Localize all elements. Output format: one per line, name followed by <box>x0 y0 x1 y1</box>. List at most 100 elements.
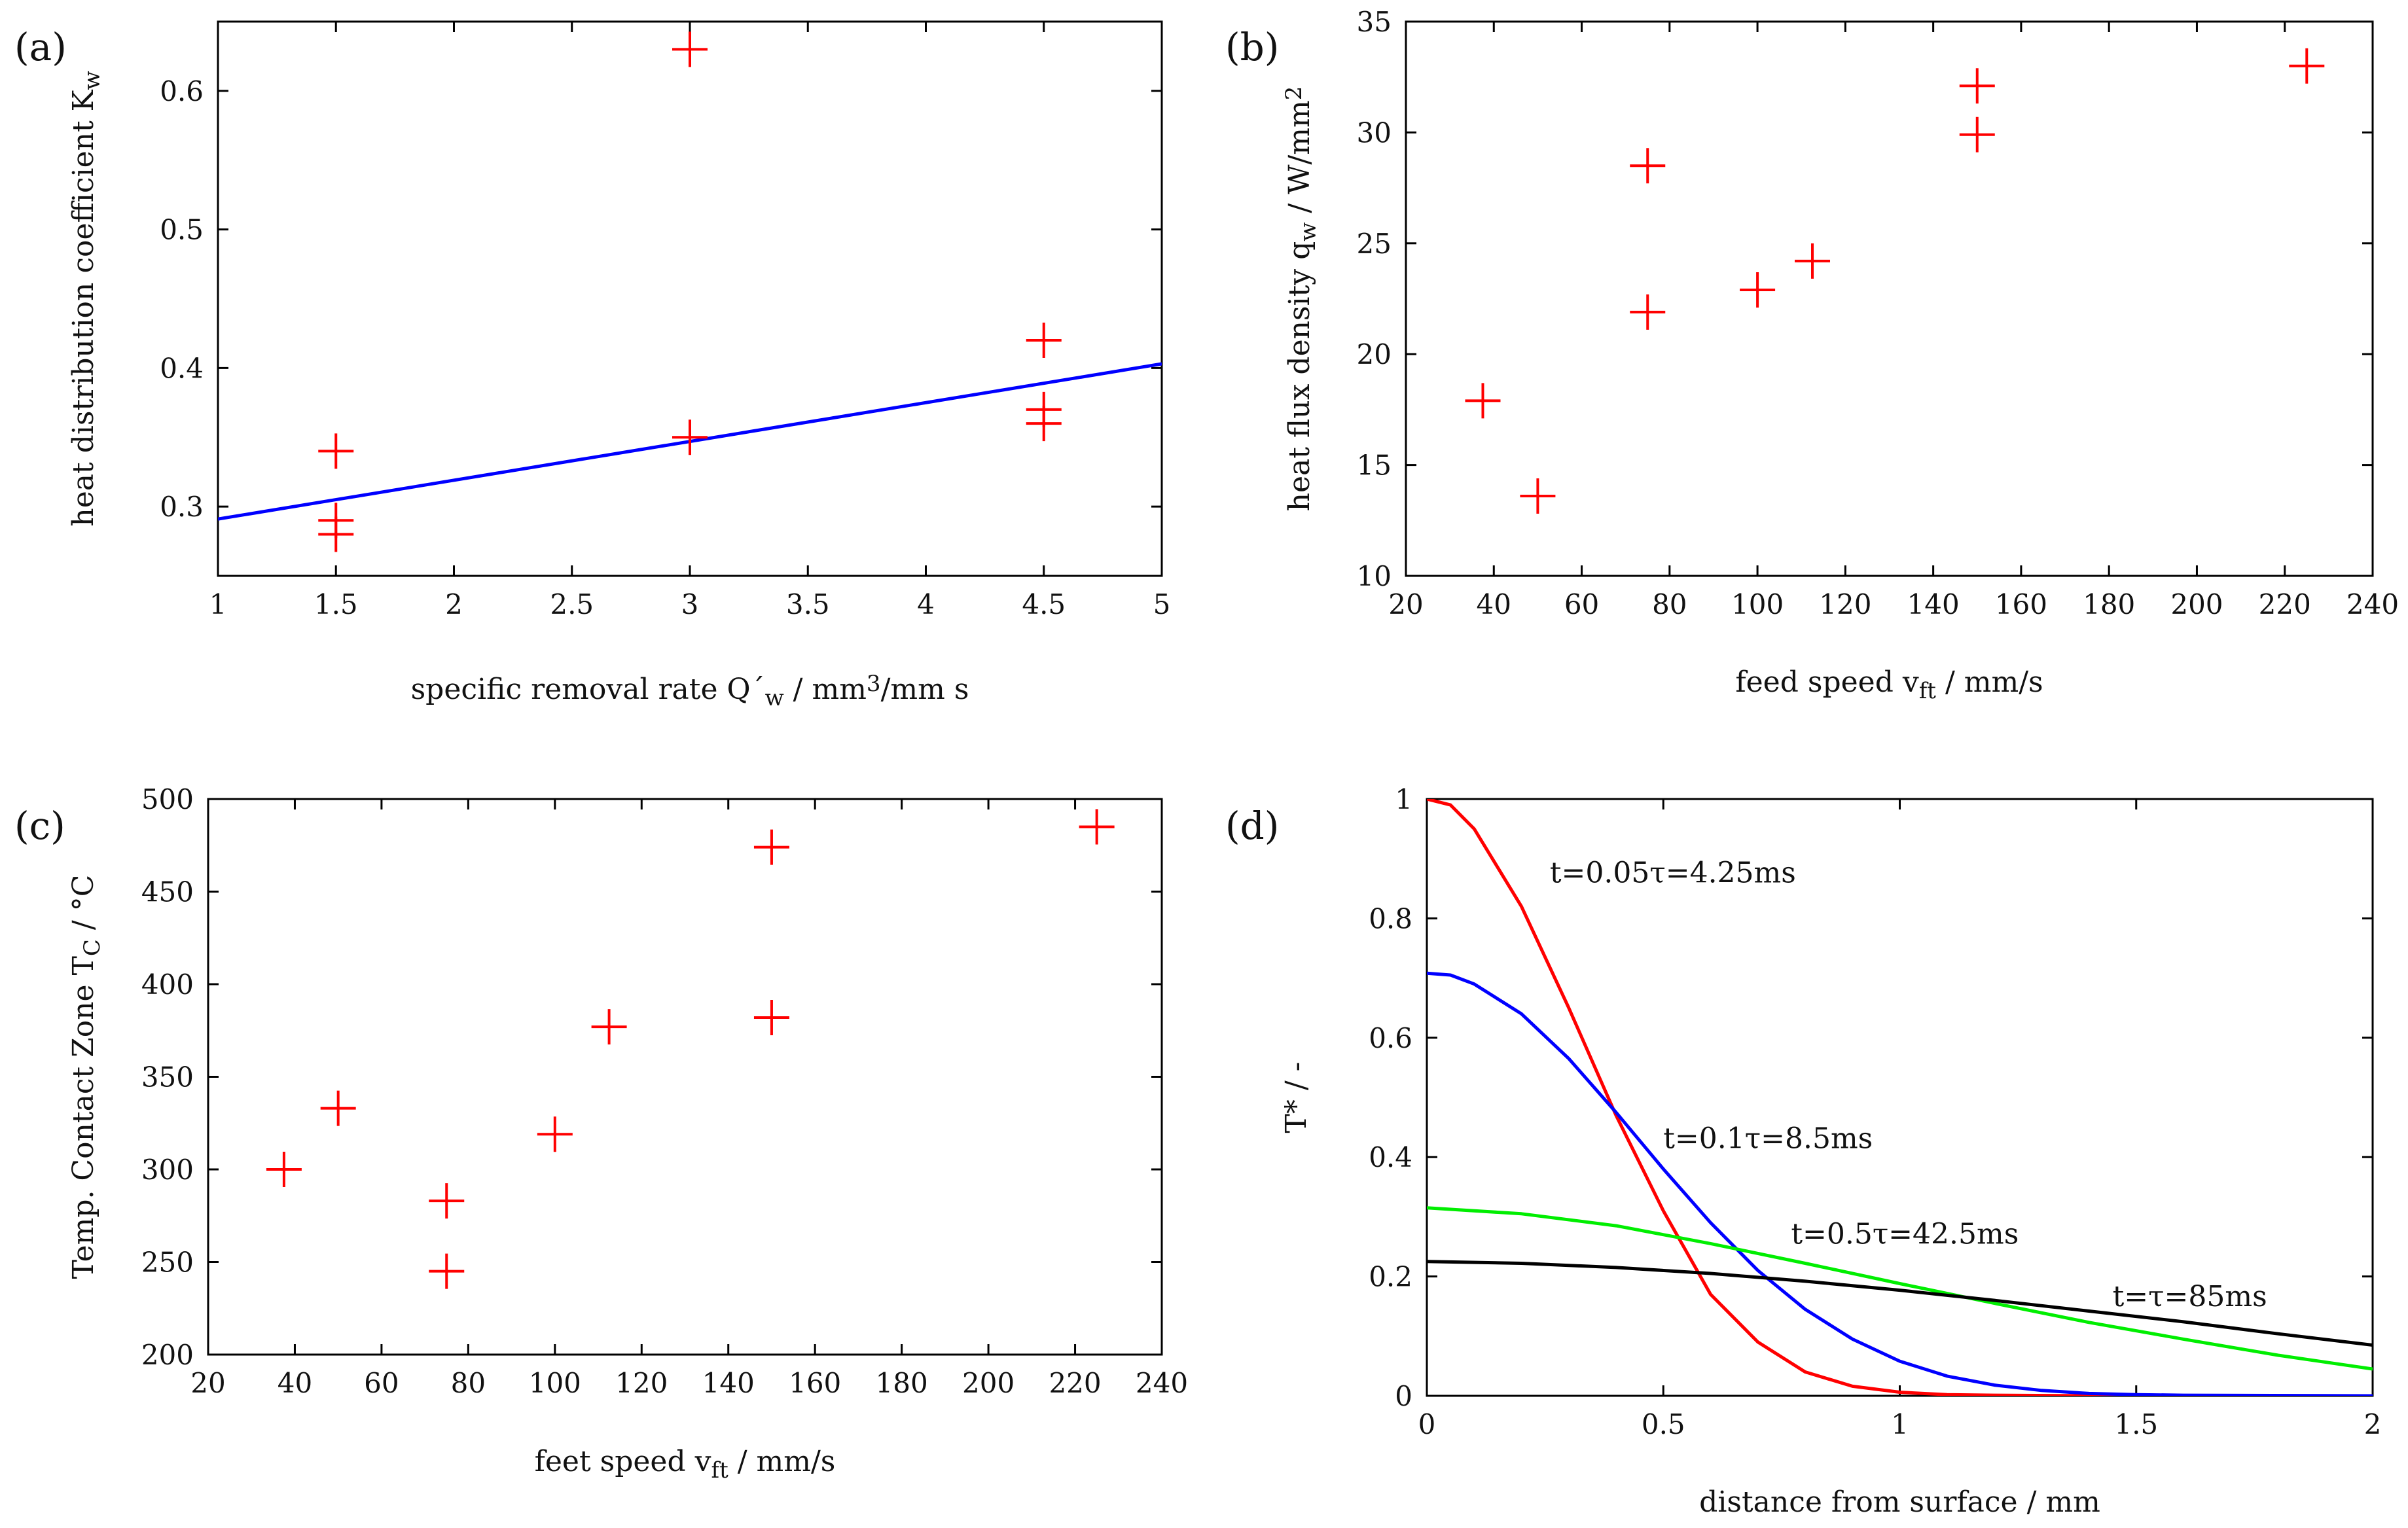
x-tick-label: 20 <box>190 1367 225 1399</box>
x-tick-label: 200 <box>962 1367 1015 1399</box>
x-tick-label: 240 <box>1136 1367 1188 1399</box>
data-point <box>753 829 789 865</box>
y-tick-label: 0.3 <box>160 491 204 523</box>
series-label: t=τ=85ms <box>2113 1280 2267 1313</box>
x-tick-label: 5 <box>1153 588 1171 620</box>
superscript: 2 <box>1281 86 1307 101</box>
series-line <box>1427 971 2373 1396</box>
x-tick-label: 3 <box>681 588 699 620</box>
x-tick-label: 4.5 <box>1022 588 1066 620</box>
data-point <box>1630 148 1666 184</box>
x-tick-label: 40 <box>278 1367 312 1399</box>
y-tick-label: 10 <box>1357 560 1392 592</box>
x-tick-label: 2 <box>445 588 463 620</box>
x-tick-label: 240 <box>2346 588 2399 620</box>
y-tick-label: 25 <box>1357 228 1392 260</box>
y-tick-label: 250 <box>141 1247 194 1279</box>
y-tick-label: 30 <box>1357 116 1392 149</box>
x-axis-title: feet speed vft / mm/s <box>535 1445 836 1484</box>
plot-frame <box>1405 20 2374 577</box>
panel-label: (a) <box>14 25 67 69</box>
x-tick-label: 100 <box>1731 588 1784 620</box>
series-line <box>1427 1206 2373 1371</box>
y-tick-label: 1 <box>1395 783 1412 815</box>
x-tick-label: 3.5 <box>786 588 830 620</box>
data-point <box>1959 116 1995 152</box>
data-point <box>1795 243 1831 279</box>
y-tick-label: 35 <box>1357 6 1392 38</box>
x-tick-label: 0 <box>1418 1408 1436 1440</box>
data-point <box>1465 383 1501 419</box>
x-tick-label: 220 <box>2259 588 2311 620</box>
y-tick-label: 20 <box>1357 338 1392 370</box>
panel-label: (d) <box>1225 804 1279 848</box>
x-tick-label: 1.5 <box>314 588 358 620</box>
x-tick-label: 1 <box>209 588 227 620</box>
x-tick-label: 140 <box>702 1367 755 1399</box>
x-tick-label: 140 <box>1907 588 1960 620</box>
x-tick-label: 40 <box>1477 588 1511 620</box>
subscript: ft <box>1919 678 1937 704</box>
data-point <box>753 999 789 1035</box>
panel-a: (a) 1 1.5 2 2.5 3 3.5 4 4.5 5 0.3 0.4 0.5 0.6 specific… <box>14 20 1171 711</box>
x-tick-label: 1.5 <box>2114 1408 2158 1440</box>
x-tick-label: 80 <box>1652 588 1687 620</box>
x-tick-label: 160 <box>1995 588 2047 620</box>
subscript: w <box>79 71 105 90</box>
x-axis-title: specific removal rate Q´w / mm3/mm s <box>411 671 969 711</box>
data-point <box>318 516 354 552</box>
y-axis-title: Temp. Contact Zone TC / °C <box>67 875 105 1279</box>
x-tick-label: 180 <box>876 1367 928 1399</box>
panel-label: (c) <box>14 804 65 848</box>
data-point <box>672 31 708 67</box>
subscript: ft <box>711 1457 728 1484</box>
y-tick-label: 0.6 <box>1369 1022 1412 1054</box>
subscript: w <box>1295 222 1321 241</box>
x-axis-title: feed speed vft / mm/s <box>1735 666 2043 704</box>
data-point <box>320 1090 356 1126</box>
panel-b: (b)20 40 60 80 100 120 140 160 180 200 220 24010152… <box>1225 6 2399 704</box>
y-axis-title: heat distribution coefficient Kw <box>67 71 105 526</box>
x-tick-label: 80 <box>451 1367 486 1399</box>
data-point <box>1520 478 1556 514</box>
data-point <box>1026 323 1062 359</box>
x-tick-label: 1 <box>1891 1408 1909 1440</box>
y-axis-title: heat flux density qw / W/mm2 <box>1281 86 1321 512</box>
plot-frame <box>217 20 1163 577</box>
x-tick-label: 220 <box>1049 1367 1101 1399</box>
x-tick-label: 2.5 <box>550 588 594 620</box>
series-label: t=0.05τ=4.25ms <box>1550 857 1796 890</box>
plot-frame <box>207 798 1163 1356</box>
series-line <box>1427 1260 2373 1347</box>
y-tick-label: 0.5 <box>160 214 204 246</box>
data-point <box>1630 294 1666 330</box>
x-tick-label: 0.5 <box>1642 1408 1685 1440</box>
data-point <box>429 1253 465 1289</box>
x-tick-label: 60 <box>1564 588 1599 620</box>
data-point <box>672 419 708 455</box>
y-tick-label: 0.4 <box>1369 1141 1412 1173</box>
x-tick-label: 200 <box>2170 588 2223 620</box>
subscript: C <box>79 939 105 956</box>
x-tick-label: 20 <box>1388 588 1423 620</box>
data-point <box>591 1009 627 1045</box>
series-label: t=0.1τ=8.5ms <box>1663 1122 1873 1156</box>
data-point <box>1740 272 1776 308</box>
y-tick-label: 0 <box>1395 1380 1412 1412</box>
subscript: w <box>765 685 784 711</box>
x-tick-label: 180 <box>2083 588 2135 620</box>
y-tick-label: 0.4 <box>160 352 204 384</box>
x-tick-label: 100 <box>529 1367 581 1399</box>
x-tick-label: 160 <box>789 1367 841 1399</box>
data-point <box>1079 809 1115 845</box>
data-point <box>266 1152 302 1187</box>
y-tick-label: 350 <box>141 1061 194 1093</box>
y-tick-label: 0.8 <box>1369 902 1412 934</box>
data-point <box>1959 68 1995 104</box>
y-tick-label: 450 <box>141 876 194 908</box>
y-tick-label: 400 <box>141 968 194 1001</box>
superscript: 3 <box>867 671 881 697</box>
y-tick-label: 200 <box>141 1339 194 1371</box>
